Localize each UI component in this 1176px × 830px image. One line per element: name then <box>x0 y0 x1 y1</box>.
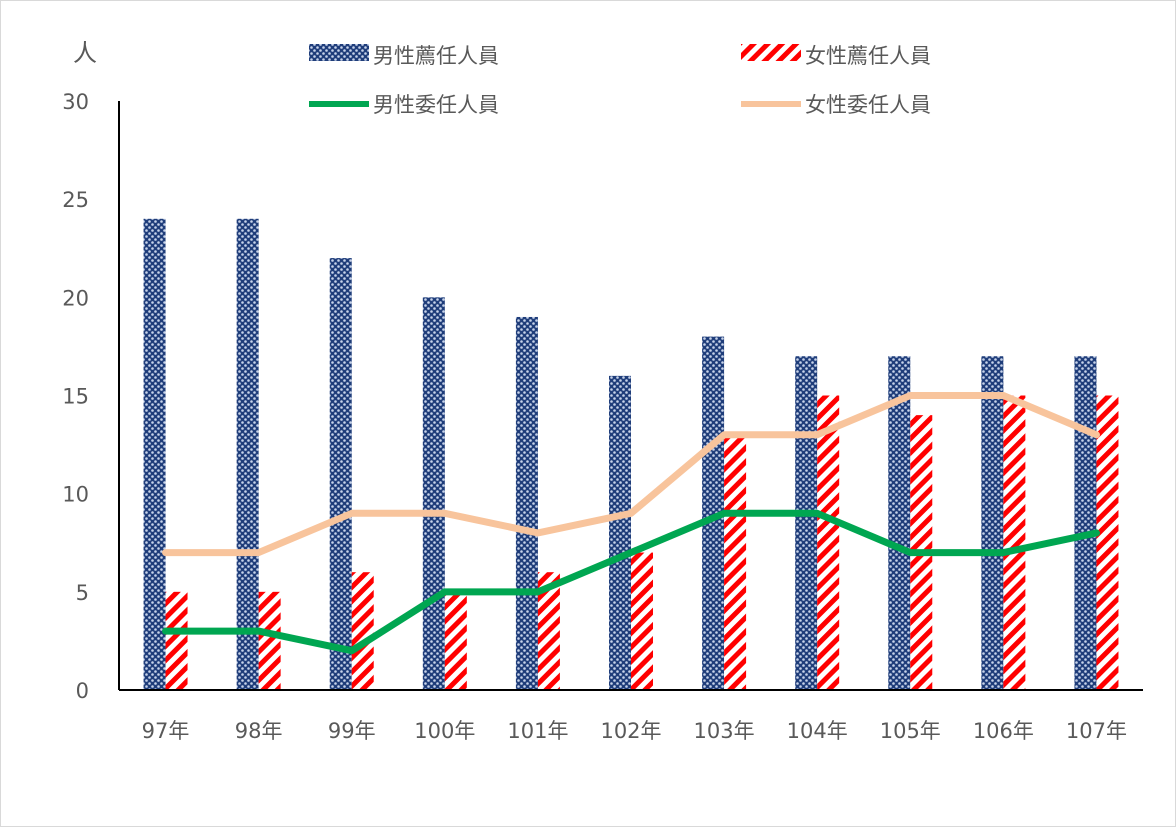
line-female-appointed <box>162 392 1100 557</box>
x-tick-label: 107年 <box>1066 719 1127 743</box>
bar-male-recommended <box>981 356 1004 690</box>
bar-female-recommended <box>444 591 467 690</box>
legend-label-male-recommended: 男性薦任人員 <box>373 44 499 68</box>
legend-label-female-recommended: 女性薦任人員 <box>805 44 931 68</box>
x-tick-label: 98年 <box>235 719 283 743</box>
x-tick-label: 101年 <box>507 719 568 743</box>
y-tick-label: 10 <box>62 483 89 507</box>
x-tick-label: 103年 <box>694 719 755 743</box>
bar-female-recommended <box>631 552 653 690</box>
x-tick-label: 102年 <box>600 719 661 743</box>
bar-male-recommended <box>143 218 166 691</box>
bar-female-recommended <box>351 572 374 690</box>
y-tick-label: 5 <box>76 581 89 605</box>
y-tick-label: 25 <box>62 188 89 212</box>
bar-male-recommended <box>795 356 818 690</box>
x-tick-label: 104年 <box>787 719 848 743</box>
bar-male-recommended <box>236 218 259 691</box>
bar-female-recommended <box>1003 395 1026 690</box>
legend-label-male-appointed: 男性委任人員 <box>373 93 499 117</box>
x-tick-label: 100年 <box>414 719 475 743</box>
line-marks <box>162 392 1100 655</box>
y-tick-label: 20 <box>62 286 89 310</box>
axes <box>118 101 1143 691</box>
legend-swatch-female-recommended <box>741 44 801 61</box>
bar-marks <box>143 218 1119 691</box>
bar-female-recommended <box>1096 395 1119 690</box>
legend: 男性薦任人員 女性薦任人員 男性委任人員 女性委任人員 <box>309 44 931 117</box>
y-axis-unit-label: 人 <box>73 39 97 67</box>
y-tick-label: 0 <box>76 679 89 703</box>
legend-label-female-appointed: 女性委任人員 <box>805 93 931 117</box>
bar-female-recommended <box>165 591 188 690</box>
bar-female-recommended <box>258 591 281 690</box>
bar-female-recommended <box>817 395 840 690</box>
y-tick-label: 30 <box>62 90 89 114</box>
legend-swatch-male-recommended <box>309 44 369 61</box>
x-tick-label: 99年 <box>328 719 376 743</box>
y-tick-label: 15 <box>62 385 89 409</box>
bar-male-recommended <box>422 297 445 690</box>
x-tick-label: 105年 <box>880 719 941 743</box>
x-tick-label: 97年 <box>142 719 190 743</box>
line-male-appointed <box>162 509 1100 655</box>
x-tick-labels: 97年 98年 99年 100年 101年 102年 103年 104年 105年 106年 107… <box>142 719 1127 743</box>
bar-male-recommended <box>609 375 631 690</box>
bar-male-recommended <box>329 258 352 690</box>
x-tick-label: 106年 <box>973 719 1034 743</box>
bar-male-recommended <box>888 356 911 690</box>
bar-male-recommended <box>702 336 725 690</box>
bar-male-recommended <box>515 316 538 690</box>
bar-female-recommended <box>724 434 747 690</box>
bar-female-recommended <box>537 572 560 690</box>
y-tick-labels: 0 5 10 15 20 25 30 <box>62 90 89 703</box>
bar-male-recommended <box>1074 356 1097 690</box>
